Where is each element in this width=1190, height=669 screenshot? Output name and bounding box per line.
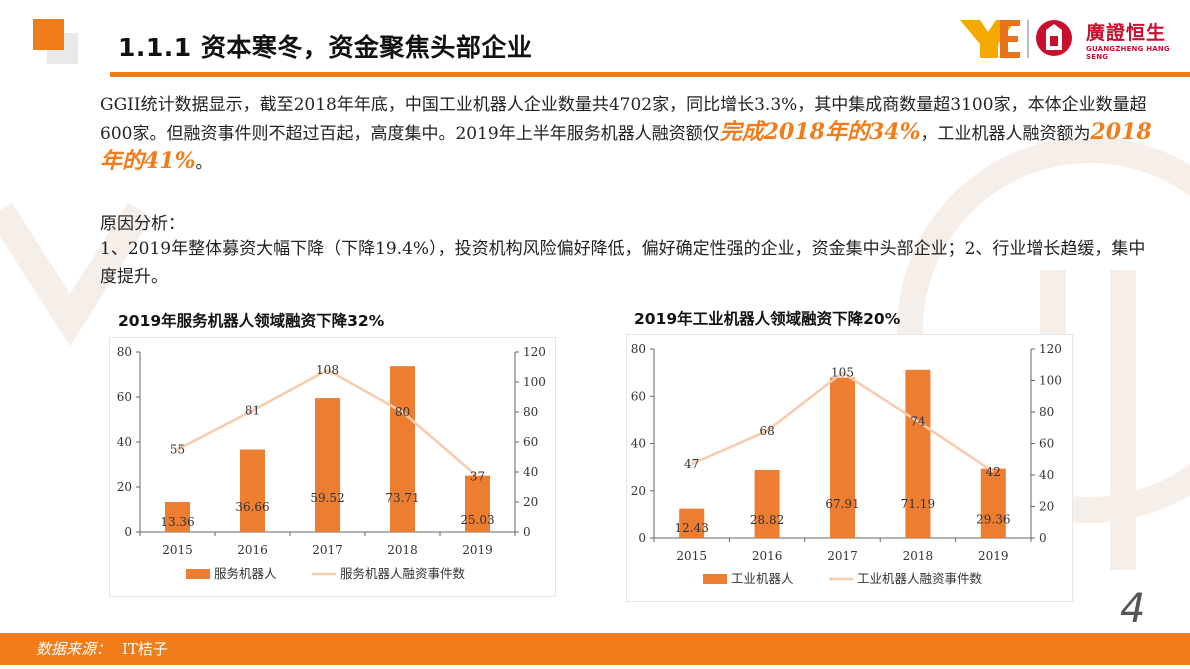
bar-value-label: 36.66 xyxy=(235,500,269,514)
x-tick-label: 2018 xyxy=(387,543,418,557)
line-value-label: 108 xyxy=(316,363,339,377)
bar-value-label: 12.43 xyxy=(675,521,709,535)
right-chart-panel: 0 20 40 60 80 0 20 40 60 80 100 120 2015 2016 2017 2018… xyxy=(626,334,1073,602)
line-value-label: 68 xyxy=(759,424,774,438)
x-tick-label: 2017 xyxy=(312,543,343,557)
y-tick-label-right: 0 xyxy=(1039,531,1047,545)
legend-label-bar: 服务机器人 xyxy=(214,566,277,581)
page-number: 4 xyxy=(1120,586,1146,632)
source-value: IT桔子 xyxy=(122,640,168,658)
y-tick-label-right: 20 xyxy=(523,495,538,509)
left-chart-title: 2019年服务机器人领域融资下降32% xyxy=(118,312,385,330)
page-title: 1.1.1 资本寒冬，资金聚焦头部企业 xyxy=(118,33,533,62)
y-tick-label-right: 60 xyxy=(523,435,538,449)
y-tick-label-left: 80 xyxy=(117,345,132,359)
x-tick-label: 2016 xyxy=(752,549,783,563)
y-tick-label-right: 100 xyxy=(1039,374,1062,388)
bar xyxy=(390,366,415,532)
legend-label-bar: 工业机器人 xyxy=(731,571,794,586)
bar-value-label: 73.71 xyxy=(385,491,419,505)
bar-value-label: 59.52 xyxy=(310,491,344,505)
line-value-label: 37 xyxy=(470,470,485,484)
y-tick-label-right: 40 xyxy=(1039,468,1054,482)
y-tick-label-left: 40 xyxy=(631,437,646,451)
y-tick-label-left: 60 xyxy=(631,389,646,403)
bar xyxy=(980,468,1006,538)
footer: 数据来源： IT桔子 xyxy=(0,630,1190,669)
footer-band xyxy=(0,633,1190,665)
legend-swatch-bar xyxy=(186,569,210,579)
bar xyxy=(754,469,780,538)
bar-value-label: 29.36 xyxy=(976,512,1010,526)
bar-value-label: 25.03 xyxy=(460,513,494,527)
bar-value-label: 13.36 xyxy=(160,515,194,529)
service-robot-chart: 0 20 40 60 80 0 20 40 60 80 100 120 2015 2016 2017 2018… xyxy=(117,345,546,581)
title-divider xyxy=(110,72,1190,77)
line-value-label: 55 xyxy=(170,443,185,457)
bar xyxy=(240,449,265,532)
y-tick-label-left: 0 xyxy=(124,525,132,539)
reasons-heading: 原因分析： xyxy=(100,214,185,234)
x-tick-label: 2019 xyxy=(462,543,493,557)
bar-value-label: 71.19 xyxy=(901,497,935,511)
series-line xyxy=(176,368,479,478)
y-tick-label-right: 80 xyxy=(1039,405,1054,419)
legend-label-line: 工业机器人融资事件数 xyxy=(857,571,983,586)
y-tick-label-right: 20 xyxy=(1039,500,1054,514)
logo-square-orange xyxy=(33,19,64,50)
x-tick-label: 2015 xyxy=(162,543,193,557)
y-tick-label-right: 120 xyxy=(523,345,546,359)
y-tick-label-right: 80 xyxy=(523,405,538,419)
series-line xyxy=(691,371,994,473)
y-tick-label-left: 20 xyxy=(631,484,646,498)
bar-value-label: 67.91 xyxy=(825,497,859,511)
bar xyxy=(905,369,931,538)
bar xyxy=(465,475,490,532)
intro-paragraph: GGII统计数据显示，截至2018年年底，中国工业机器人企业数量共4702家，同… xyxy=(100,92,1160,177)
intro-highlight-1: 完成2018年的34% xyxy=(719,119,921,145)
bar-value-label: 28.82 xyxy=(750,513,784,527)
bar xyxy=(165,501,190,532)
intro-text-2: ，工业机器人融资额为 xyxy=(920,124,1091,144)
reasons-body: 1、2019年整体募资大幅下降（下降19.4%），投资机构风险偏好降低，偏好确定… xyxy=(100,239,1146,287)
x-tick-label: 2018 xyxy=(903,549,934,563)
legend-swatch-bar xyxy=(703,574,727,584)
intro-text-1: GGII统计数据显示，截至2018年年底，中国工业机器人企业数量共4702家，同… xyxy=(100,95,1147,144)
line-value-label: 80 xyxy=(395,405,410,419)
x-tick-label: 2016 xyxy=(237,543,268,557)
intro-highlight-2: 2018年的41% xyxy=(100,119,1152,174)
intro-text-3: 。 xyxy=(195,153,213,173)
source-label: 数据来源： xyxy=(36,640,112,658)
y-tick-label-right: 40 xyxy=(523,465,538,479)
brand-logo xyxy=(960,20,1072,58)
bar xyxy=(679,508,705,538)
x-tick-label: 2019 xyxy=(978,549,1009,563)
bar xyxy=(315,398,340,532)
y-tick-label-left: 60 xyxy=(117,390,132,404)
right-chart-title: 2019年工业机器人领域融资下降20% xyxy=(634,310,901,328)
x-tick-label: 2017 xyxy=(827,549,858,563)
line-value-label: 81 xyxy=(245,404,260,418)
y-tick-label-left: 20 xyxy=(117,480,132,494)
y-tick-label-left: 40 xyxy=(117,435,132,449)
y-tick-label-right: 120 xyxy=(1039,342,1062,356)
line-value-label: 74 xyxy=(910,414,926,428)
bar xyxy=(830,377,855,538)
brand-name: 廣證恒生 xyxy=(1086,22,1167,44)
y-tick-label-left: 0 xyxy=(638,531,646,545)
industrial-robot-chart: 0 20 40 60 80 0 20 40 60 80 100 120 2015 2016 2017 2018… xyxy=(631,342,1062,586)
left-chart-panel: 0 20 40 60 80 0 20 40 60 80 100 120 2015 2016 2017 2018… xyxy=(109,337,556,597)
y-tick-label-left: 80 xyxy=(631,342,646,356)
y-tick-label-right: 60 xyxy=(1039,437,1054,451)
line-value-label: 47 xyxy=(684,457,699,471)
legend-label-line: 服务机器人融资事件数 xyxy=(340,566,466,581)
line-value-label: 42 xyxy=(986,465,1001,479)
brand-subtitle: GUANGZHENG HANG SENG xyxy=(1086,45,1170,61)
y-tick-label-right: 100 xyxy=(523,375,546,389)
line-value-label: 105 xyxy=(831,366,854,380)
y-tick-label-right: 0 xyxy=(523,525,531,539)
x-tick-label: 2015 xyxy=(676,549,707,563)
